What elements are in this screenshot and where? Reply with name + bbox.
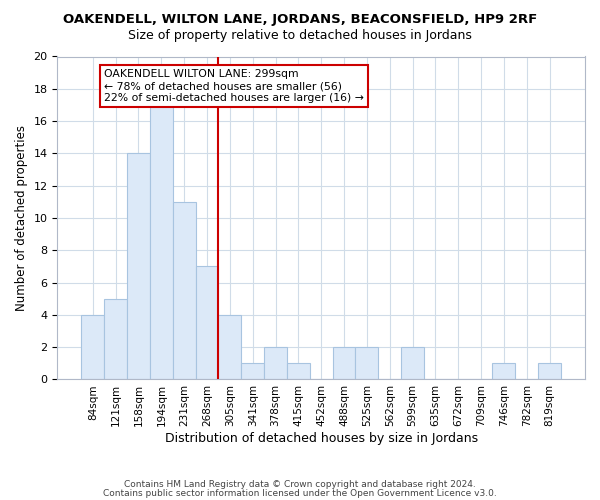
Bar	[401, 347, 424, 380]
Bar	[355, 347, 379, 380]
Y-axis label: Number of detached properties: Number of detached properties	[15, 125, 28, 311]
Bar	[82, 315, 104, 380]
Bar	[538, 364, 561, 380]
Bar	[493, 364, 515, 380]
Text: Size of property relative to detached houses in Jordans: Size of property relative to detached ho…	[128, 29, 472, 42]
Bar	[173, 202, 196, 380]
Bar	[264, 347, 287, 380]
Bar	[241, 364, 264, 380]
Bar	[332, 347, 355, 380]
Text: Contains HM Land Registry data © Crown copyright and database right 2024.: Contains HM Land Registry data © Crown c…	[124, 480, 476, 489]
Text: OAKENDELL WILTON LANE: 299sqm
← 78% of detached houses are smaller (56)
22% of s: OAKENDELL WILTON LANE: 299sqm ← 78% of d…	[104, 70, 364, 102]
X-axis label: Distribution of detached houses by size in Jordans: Distribution of detached houses by size …	[164, 432, 478, 445]
Bar	[287, 364, 310, 380]
Bar	[104, 298, 127, 380]
Bar	[218, 315, 241, 380]
Bar	[196, 266, 218, 380]
Text: Contains public sector information licensed under the Open Government Licence v3: Contains public sector information licen…	[103, 490, 497, 498]
Text: OAKENDELL, WILTON LANE, JORDANS, BEACONSFIELD, HP9 2RF: OAKENDELL, WILTON LANE, JORDANS, BEACONS…	[63, 12, 537, 26]
Bar	[127, 154, 150, 380]
Bar	[150, 105, 173, 380]
